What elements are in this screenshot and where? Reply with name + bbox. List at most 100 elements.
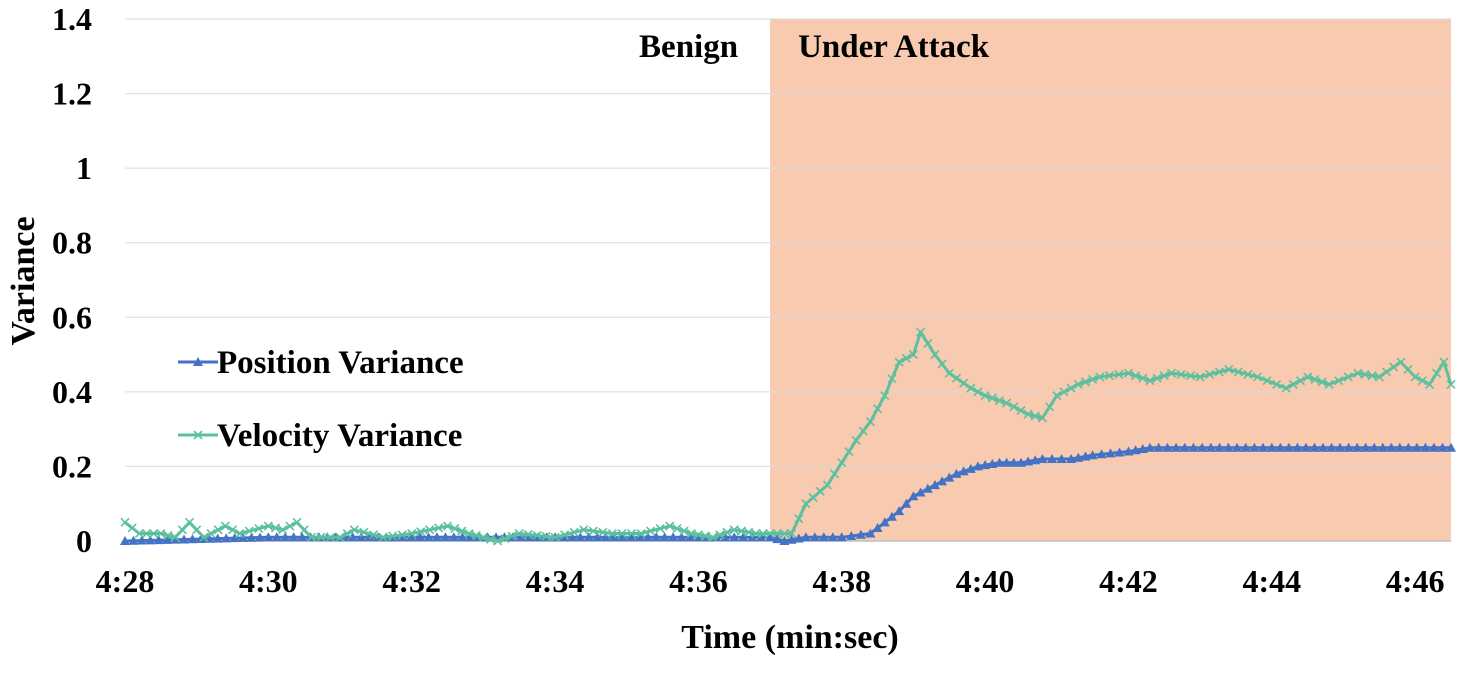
marker-stroke <box>170 532 180 542</box>
data-point-marker <box>787 528 797 539</box>
data-point-marker <box>958 466 969 476</box>
data-point-marker <box>278 525 288 535</box>
marker-stroke <box>450 524 460 534</box>
data-point-marker <box>1073 452 1084 462</box>
marker-stroke <box>514 528 524 539</box>
marker-stroke <box>306 532 316 542</box>
data-point-marker <box>206 528 216 539</box>
data-point-marker <box>676 532 687 542</box>
marker-stroke <box>193 430 203 440</box>
marker-stroke <box>1088 374 1098 384</box>
data-point-marker <box>729 532 740 542</box>
data-point-marker <box>915 487 926 497</box>
data-point-marker <box>485 534 496 544</box>
data-point-marker <box>1403 442 1414 452</box>
data-point-marker <box>901 498 912 508</box>
x-tick-label: 4:28 <box>96 563 155 599</box>
legend-label: Position Variance <box>217 345 464 381</box>
marker-stroke <box>177 525 187 535</box>
data-point-marker <box>1037 453 1048 463</box>
marker-stroke <box>626 528 637 539</box>
marker-stroke <box>851 435 861 445</box>
marker-stroke <box>959 378 969 388</box>
marker-stroke <box>425 525 435 535</box>
marker-stroke <box>880 391 890 401</box>
data-point-marker <box>569 527 579 537</box>
marker-stroke <box>1214 367 1224 377</box>
data-point-marker <box>800 532 811 542</box>
series-layer <box>120 327 1456 546</box>
data-point-marker <box>588 526 598 536</box>
marker-stroke <box>1066 383 1076 393</box>
data-point-marker <box>815 486 825 496</box>
data-point-marker <box>1281 383 1291 393</box>
data-point-marker <box>937 359 947 369</box>
data-point-marker <box>442 521 453 531</box>
data-point-marker <box>626 528 637 539</box>
marker-stroke <box>1176 369 1186 380</box>
data-point-marker <box>598 527 608 537</box>
marker-stroke <box>617 528 627 539</box>
y-tick-label: 0 <box>76 523 92 559</box>
data-point-marker <box>1131 371 1141 381</box>
data-point-marker <box>1428 442 1439 452</box>
data-point-marker <box>1309 442 1320 452</box>
region-labels: Benign Under Attack <box>639 29 990 65</box>
data-point-marker <box>244 526 254 536</box>
data-point-marker <box>450 524 460 534</box>
data-point-marker <box>507 531 517 541</box>
marker-stroke <box>672 524 682 534</box>
data-point-marker <box>254 524 264 534</box>
marker-stroke <box>794 514 804 524</box>
marker-stroke <box>607 528 617 539</box>
data-point-marker <box>299 525 309 535</box>
data-point-marker <box>1343 372 1353 382</box>
data-point-marker <box>1417 376 1427 386</box>
data-point-marker <box>397 530 407 540</box>
data-point-marker <box>951 373 962 383</box>
data-point-marker <box>855 529 866 539</box>
x-tick-label: 4:32 <box>382 563 441 599</box>
data-point-marker <box>1205 369 1215 380</box>
marker-stroke <box>966 383 976 393</box>
data-point-marker <box>779 528 789 539</box>
data-point-marker <box>388 531 398 541</box>
data-point-marker <box>720 532 731 542</box>
data-point-marker <box>195 534 206 544</box>
data-point-marker <box>1162 442 1173 452</box>
data-point-marker <box>715 530 725 540</box>
data-point-marker <box>342 528 352 539</box>
data-point-marker <box>592 532 603 542</box>
marker-stroke <box>1114 369 1124 380</box>
data-point-marker <box>987 393 997 403</box>
data-point-marker <box>809 532 820 542</box>
data-point-marker <box>646 526 656 536</box>
marker-stroke <box>1410 372 1420 382</box>
data-point-marker <box>541 531 551 541</box>
data-point-marker <box>1262 376 1272 386</box>
marker-stroke <box>235 528 245 539</box>
data-point-marker <box>280 532 291 542</box>
data-point-marker <box>1326 442 1337 452</box>
marker-stroke <box>1310 374 1320 384</box>
data-point-marker <box>297 532 308 542</box>
data-point-marker <box>880 391 890 401</box>
marker-stroke <box>359 527 369 537</box>
marker-stroke <box>1131 371 1141 381</box>
data-point-marker <box>1095 372 1105 382</box>
marker-stroke <box>541 531 551 541</box>
data-point-marker <box>772 528 782 539</box>
data-point-marker <box>980 391 990 401</box>
data-point-marker <box>966 383 976 393</box>
data-point-marker <box>642 532 653 542</box>
marker-stroke <box>127 523 137 533</box>
data-point-marker <box>425 525 435 535</box>
data-point-marker <box>818 532 829 542</box>
data-point-marker <box>908 491 919 501</box>
data-point-marker <box>1224 364 1234 375</box>
data-point-marker <box>846 531 857 541</box>
data-point-marker <box>794 514 804 524</box>
data-point-marker <box>865 528 876 538</box>
marker-stroke <box>994 395 1005 406</box>
marker-stroke <box>1205 369 1215 380</box>
